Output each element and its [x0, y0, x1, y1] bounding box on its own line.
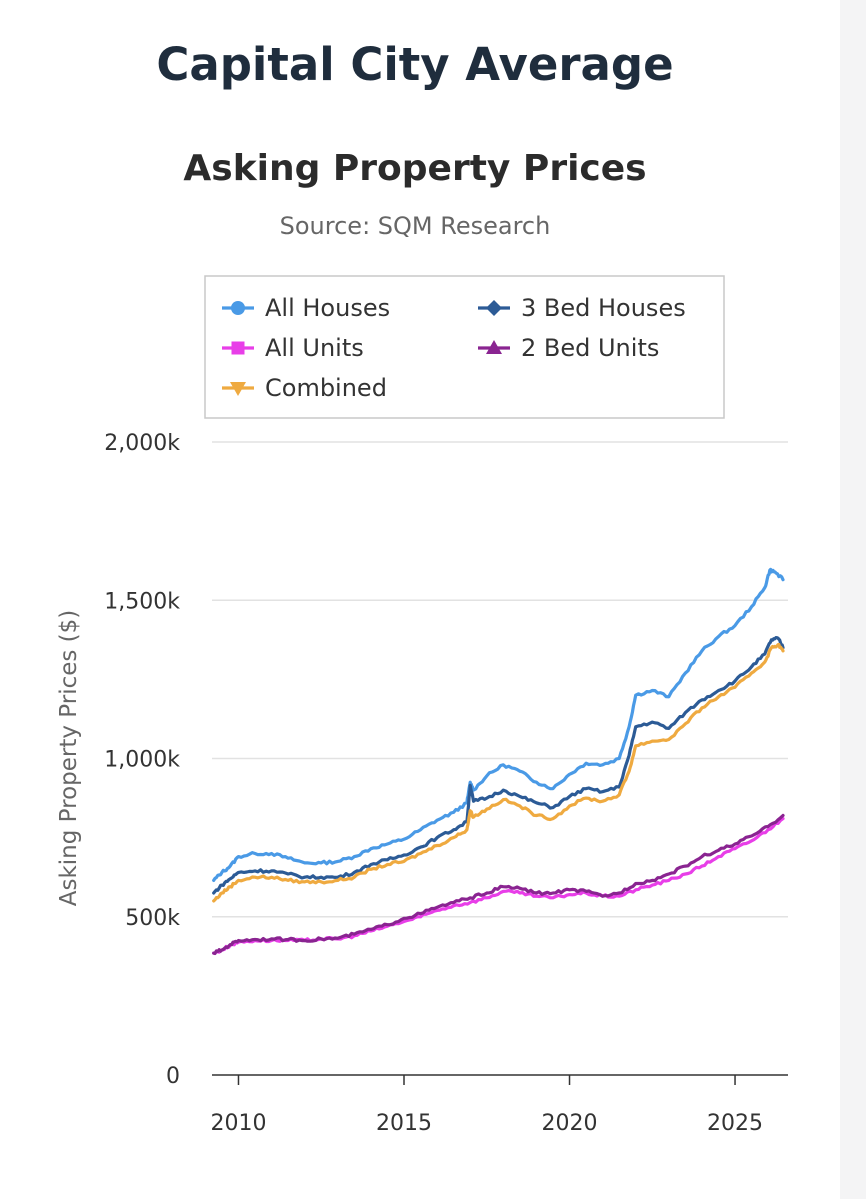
series-line-3-bed-houses[interactable] [212, 636, 785, 895]
page-title: Capital City Average [156, 38, 674, 91]
line-chart: Asking Property Prices Source: SQM Resea… [56, 148, 788, 1136]
legend-marker-diamond-icon [486, 300, 502, 316]
x-axis: 2010 2015 2020 2025 [210, 1074, 788, 1136]
legend-marker-triangle-up-icon [486, 340, 502, 354]
y-tick-label: 1,000k [104, 748, 180, 773]
legend-marker-triangle-down-icon [230, 382, 246, 396]
y-tick-label: 2,000k [104, 431, 180, 456]
x-tick-label: 2015 [376, 1111, 432, 1136]
series-line-all-units[interactable] [212, 817, 785, 955]
grid-lines [212, 441, 788, 918]
x-tick-label: 2025 [707, 1111, 763, 1136]
x-tick-label: 2020 [542, 1111, 598, 1136]
legend-item-combined[interactable]: Combined [222, 374, 387, 402]
legend-label: Combined [265, 374, 387, 402]
legend: All Houses 3 Bed Houses All Units 2 Bed Uni… [204, 275, 725, 419]
series-line-combined[interactable] [212, 642, 785, 903]
y-axis-label: Asking Property Prices ($) [56, 610, 82, 907]
legend-item-2-bed-units[interactable]: 2 Bed Units [478, 334, 659, 362]
legend-marker-circle-icon [231, 301, 245, 315]
legend-label: All Houses [265, 294, 390, 322]
y-tick-label: 500k [125, 906, 180, 931]
chart-subtitle: Source: SQM Research [280, 212, 551, 240]
series-lines [212, 567, 785, 956]
y-tick-label: 1,500k [104, 589, 180, 614]
series-line-2-bed-units[interactable] [212, 813, 785, 956]
legend-item-all-houses[interactable]: All Houses [222, 294, 390, 322]
legend-box [204, 275, 725, 419]
chart-card: Capital City Average Asking Property Pri… [0, 0, 840, 1199]
legend-item-all-units[interactable]: All Units [222, 334, 364, 362]
legend-label: 3 Bed Houses [521, 294, 686, 322]
legend-item-3-bed-houses[interactable]: 3 Bed Houses [478, 294, 686, 322]
legend-label: All Units [265, 334, 364, 362]
chart-title: Asking Property Prices [183, 148, 646, 189]
legend-marker-square-icon [231, 341, 245, 355]
series-line-all-houses[interactable] [212, 567, 785, 882]
y-axis-ticks: 0 500k 1,000k 1,500k 2,000k [104, 431, 180, 1089]
y-tick-label: 0 [166, 1064, 180, 1089]
legend-label: 2 Bed Units [521, 334, 659, 362]
x-tick-label: 2010 [210, 1111, 266, 1136]
